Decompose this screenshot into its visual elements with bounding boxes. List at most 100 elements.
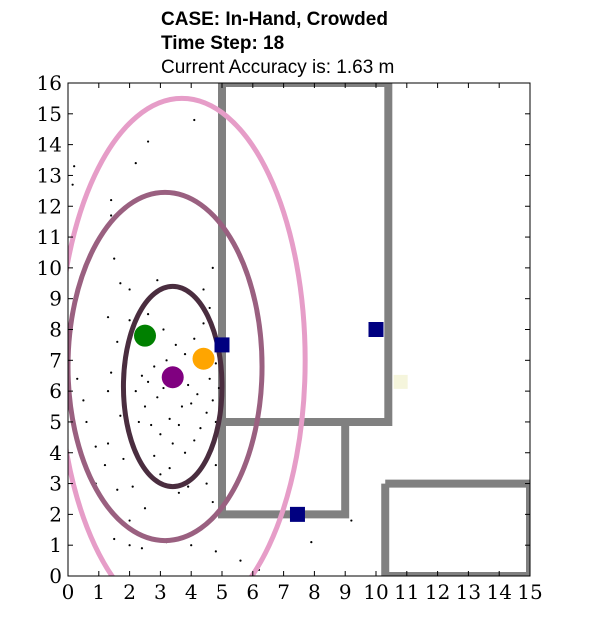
y-tick-label: 0 xyxy=(49,564,62,588)
y-tick-label: 10 xyxy=(37,256,62,280)
particle-point xyxy=(119,414,122,417)
ellipse-outer xyxy=(68,95,308,576)
particle-point xyxy=(150,423,153,427)
ellipse-inner xyxy=(120,283,225,490)
particle-point xyxy=(128,544,131,547)
ellipse-middle xyxy=(68,189,265,544)
particle-point xyxy=(131,485,134,488)
axis-ticks: 0 1 2 3 4 5 6 7 8 9 10 11 12 13 14 15012345678910111213… xyxy=(37,71,543,604)
particle-point xyxy=(146,312,150,316)
particle-point xyxy=(165,359,168,362)
particle-point xyxy=(239,559,242,562)
particle-point xyxy=(202,322,205,325)
particle-point xyxy=(162,328,165,331)
particle-point xyxy=(310,541,313,544)
x-tick-label: 13 xyxy=(456,580,481,604)
y-tick-label: 6 xyxy=(49,379,62,403)
x-tick-label: 1 xyxy=(92,580,105,604)
time-step-title: Time Step: 18 xyxy=(161,33,285,54)
particle-point xyxy=(116,340,119,343)
particle-point xyxy=(217,386,221,390)
particle-point xyxy=(199,427,202,430)
particle-point xyxy=(110,371,113,374)
particle-point xyxy=(193,118,196,122)
y-tick-label: 1 xyxy=(49,533,62,557)
y-tick-label: 7 xyxy=(49,348,62,372)
particle-point xyxy=(106,442,110,445)
particle-point xyxy=(211,266,214,269)
anchor-marker xyxy=(214,337,230,353)
estimate-green-marker xyxy=(134,324,156,347)
particle-point xyxy=(110,198,113,202)
particle-point xyxy=(153,365,156,368)
particle-point xyxy=(190,402,193,405)
particle-point xyxy=(76,377,79,380)
particle-point xyxy=(171,442,174,445)
particle-point xyxy=(214,463,217,467)
particle-point xyxy=(177,491,180,494)
particle-point xyxy=(128,319,131,322)
y-tick-label: 11 xyxy=(37,225,62,249)
particle-point xyxy=(82,399,85,402)
particle-point xyxy=(71,183,74,186)
particle-point xyxy=(113,537,116,541)
x-tick-label: 7 xyxy=(277,580,290,604)
particle-point xyxy=(143,405,147,408)
particle-point xyxy=(187,383,190,387)
x-tick-label: 10 xyxy=(363,580,388,604)
accuracy-title: Current Accuracy is: 1.63 m xyxy=(161,57,395,78)
particle-point xyxy=(208,377,211,380)
particle-point xyxy=(190,544,193,547)
particle-point xyxy=(128,519,131,522)
particle-point xyxy=(202,288,205,291)
particle-point xyxy=(119,282,122,285)
particle-point xyxy=(103,463,107,467)
particle-point xyxy=(106,390,110,393)
particle-point xyxy=(168,417,171,420)
particle-point xyxy=(183,451,187,454)
particle-point xyxy=(350,519,353,522)
particle-point xyxy=(140,547,144,550)
particle-point xyxy=(113,257,116,260)
particle-point xyxy=(177,423,180,427)
x-tick-label: 15 xyxy=(517,580,542,604)
x-tick-label: 5 xyxy=(216,580,229,604)
y-tick-label: 9 xyxy=(49,287,62,311)
particle-point xyxy=(180,405,184,408)
particle-point xyxy=(168,467,171,470)
y-tick-label: 15 xyxy=(37,102,62,126)
particle-point xyxy=(187,485,190,488)
particle-point xyxy=(94,445,97,448)
wall-room-b xyxy=(381,479,530,576)
particle-point xyxy=(196,393,199,396)
x-tick-label: 3 xyxy=(154,580,167,604)
particle-point xyxy=(146,140,150,143)
particle-point xyxy=(193,337,196,340)
x-tick-label: 0 xyxy=(62,580,75,604)
particle-point xyxy=(134,390,137,393)
x-tick-label: 14 xyxy=(486,580,511,604)
particle-point xyxy=(159,433,162,436)
x-tick-label: 8 xyxy=(308,580,321,604)
y-tick-label: 14 xyxy=(37,133,62,157)
case-title: CASE: In-Hand, Crowded xyxy=(161,9,388,30)
x-tick-label: 9 xyxy=(339,580,352,604)
pale-marker xyxy=(393,374,408,389)
particle-point xyxy=(137,420,140,424)
particle-point xyxy=(73,165,76,168)
x-tick-label: 2 xyxy=(123,580,136,604)
chart-title-block: CASE: In-Hand, Crowded Time Step: 18 Cur… xyxy=(161,8,394,80)
particle-point xyxy=(205,482,208,485)
particle-point xyxy=(143,507,147,510)
y-tick-label: 8 xyxy=(49,318,62,342)
wall-room-a xyxy=(218,83,393,519)
particle-point xyxy=(211,399,214,402)
plot-content xyxy=(68,83,530,576)
particle-point xyxy=(128,288,131,291)
anchor-marker xyxy=(289,506,305,522)
particle-point xyxy=(122,457,125,461)
x-tick-label: 11 xyxy=(394,580,419,604)
particle-point xyxy=(159,473,162,476)
particle-point xyxy=(106,316,110,319)
